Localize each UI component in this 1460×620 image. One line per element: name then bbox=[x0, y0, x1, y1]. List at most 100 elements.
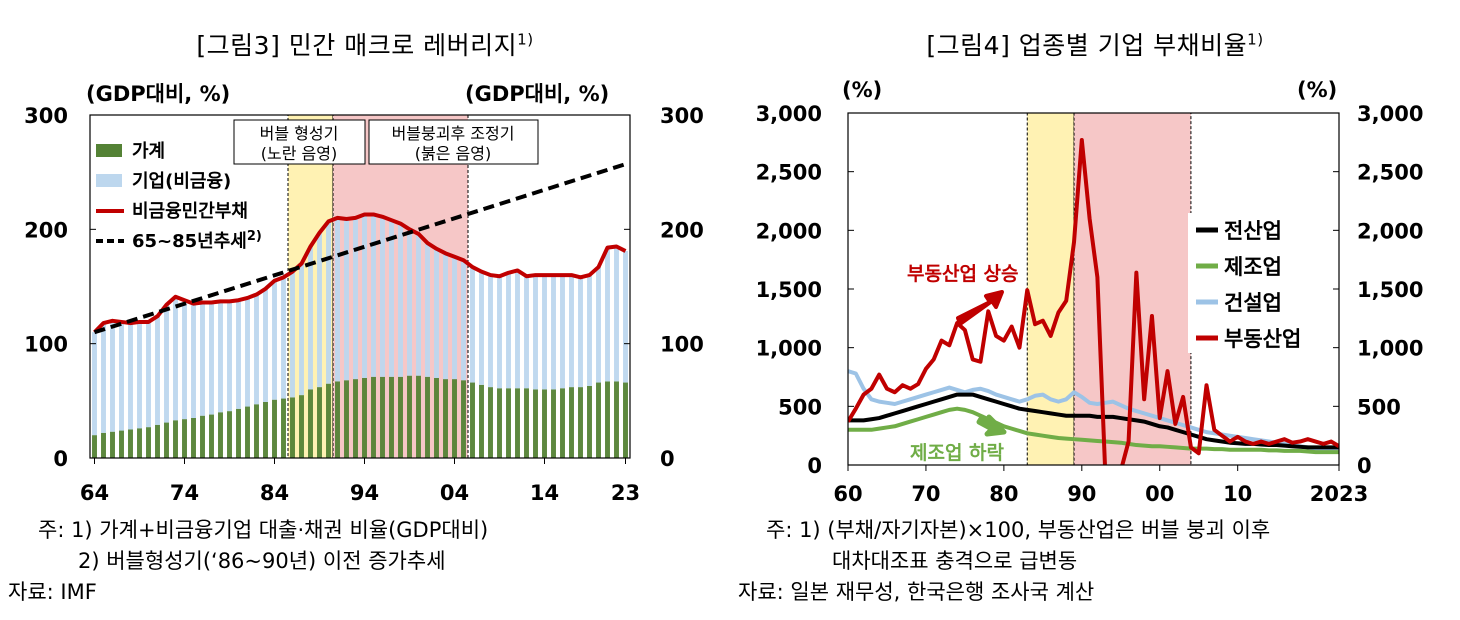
left-plot-frame bbox=[89, 114, 631, 459]
left-ytick-label: 0 bbox=[53, 447, 68, 471]
bubble-adjust-label-box bbox=[368, 119, 539, 165]
bar-household bbox=[308, 389, 313, 458]
bubble-form-label-box bbox=[233, 119, 366, 165]
bubble-form-label-2: (노란 음영) bbox=[261, 144, 337, 163]
right-ytick-label-right: 0 bbox=[1357, 454, 1372, 478]
right-ytick-label-right: 2,500 bbox=[1357, 161, 1423, 185]
bar-corporate bbox=[389, 220, 394, 377]
bar-household bbox=[407, 375, 412, 458]
bar-household bbox=[533, 389, 538, 458]
bar-household bbox=[389, 376, 394, 458]
bar-corporate bbox=[155, 316, 160, 425]
bar-corporate bbox=[281, 277, 286, 399]
left-xtick-label: 23 bbox=[611, 481, 640, 505]
legend-label-corporate: 기업(비금융) bbox=[132, 171, 231, 192]
bar-household bbox=[524, 388, 529, 458]
bar-corporate bbox=[524, 276, 529, 389]
annotation-mfg-fall: 제조업 하락 bbox=[910, 442, 1005, 464]
bar-household bbox=[434, 377, 439, 458]
bar-household bbox=[452, 379, 457, 458]
bar-household bbox=[155, 424, 160, 458]
right-ytick-label: 1,000 bbox=[756, 337, 822, 361]
bar-corporate bbox=[92, 332, 97, 436]
bar-household bbox=[569, 387, 574, 458]
bar-household bbox=[398, 376, 403, 458]
right-xtick-label: 2023 bbox=[1310, 482, 1368, 506]
bar-household bbox=[200, 415, 205, 458]
legend-label-construction: 건설업 bbox=[1224, 291, 1282, 315]
bar-corporate bbox=[443, 253, 448, 380]
bar-corporate bbox=[362, 214, 367, 378]
left-xtick-label: 84 bbox=[260, 481, 289, 505]
leverage-chart: 0 0 100 100 200 200 300 300 64 74 84 94 04 14 23 버블 형성… bbox=[24, 104, 704, 505]
bar-corporate bbox=[533, 275, 538, 390]
right-xtick-label: 10 bbox=[1223, 482, 1252, 506]
bar-household bbox=[353, 379, 358, 458]
bar-corporate bbox=[218, 301, 223, 413]
bar-corporate bbox=[191, 303, 196, 418]
right-ytick-label-right: 500 bbox=[1357, 395, 1401, 419]
right-legend-bg bbox=[1188, 213, 1278, 353]
bar-household bbox=[605, 381, 610, 458]
bar-household bbox=[92, 435, 97, 458]
left-note-1: 주: 1) 가계+비금융기업 대출·채권 비율(GDP대비) bbox=[38, 518, 489, 542]
bar-corporate bbox=[623, 251, 628, 383]
bar-corporate bbox=[353, 217, 358, 380]
line-trend bbox=[93, 162, 627, 335]
bar-corporate bbox=[407, 229, 412, 376]
legend-label-household: 가계 bbox=[132, 141, 165, 162]
right-ytick-label: 2,500 bbox=[756, 161, 822, 185]
right-source: 자료: 일본 재무성, 한국은행 조사국 계산 bbox=[738, 580, 1095, 604]
bar-corporate bbox=[452, 256, 457, 380]
bar-corporate bbox=[605, 247, 610, 382]
bar-household bbox=[515, 388, 520, 458]
right-ytick-label: 2,000 bbox=[756, 219, 822, 243]
left-ytick-label: 100 bbox=[24, 333, 68, 357]
right-ytick-label: 0 bbox=[807, 454, 822, 478]
bar-corporate bbox=[380, 216, 385, 377]
right-unit-label-right: (%) bbox=[1297, 78, 1338, 102]
bar-corporate bbox=[236, 300, 241, 409]
bar-corporate bbox=[119, 321, 124, 431]
right-ytick-label-right: 2,000 bbox=[1357, 219, 1423, 243]
legend-label-trend: 65~85년추세2) bbox=[132, 229, 262, 252]
right-ytick-label-right: 3,000 bbox=[1357, 102, 1423, 126]
legend-label-all: 전산업 bbox=[1224, 219, 1282, 243]
left-ytick-label: 300 bbox=[24, 104, 68, 128]
legend-label-realestate: 부동산업 bbox=[1224, 327, 1301, 351]
bar-corporate bbox=[245, 297, 250, 407]
line-manufacturing bbox=[848, 406, 1339, 455]
bar-household bbox=[254, 404, 259, 458]
bar-corporate bbox=[299, 263, 304, 396]
bar-household bbox=[317, 387, 322, 458]
bar-household bbox=[371, 376, 376, 458]
bubble-form-label-1: 버블 형성기 bbox=[260, 124, 339, 143]
bar-household bbox=[173, 420, 178, 458]
bar-corporate bbox=[344, 219, 349, 381]
bar-household bbox=[596, 382, 601, 458]
bar-corporate bbox=[614, 246, 619, 382]
left-lines-layer bbox=[93, 162, 627, 335]
bar-household bbox=[497, 388, 502, 458]
right-chart-panel: [그림4] 업종별 기업 부채비율1) (%) (%) 0 0 500 500 1,00… bbox=[730, 0, 1460, 620]
line-nonfin-private bbox=[93, 212, 627, 334]
bar-corporate bbox=[470, 267, 475, 383]
left-source: 자료: IMF bbox=[8, 580, 97, 604]
bar-household bbox=[542, 389, 547, 458]
right-ytick-label-right: 1,000 bbox=[1357, 337, 1423, 361]
right-xtick-label: 90 bbox=[1067, 482, 1096, 506]
right-ytick-label: 3,000 bbox=[756, 102, 822, 126]
bar-corporate bbox=[200, 302, 205, 416]
bar-corporate bbox=[398, 223, 403, 377]
bar-household bbox=[326, 383, 331, 458]
bar-corporate bbox=[326, 221, 331, 384]
bar-corporate bbox=[263, 288, 268, 402]
bar-corporate bbox=[173, 296, 178, 421]
bar-household bbox=[191, 417, 196, 458]
bar-corporate bbox=[587, 275, 592, 386]
left-ytick-label-right: 100 bbox=[660, 333, 704, 357]
bar-corporate bbox=[335, 217, 340, 382]
bar-corporate bbox=[479, 271, 484, 385]
bar-household bbox=[164, 422, 169, 458]
annotation-realestate-rise: 부동산업 상승 bbox=[907, 263, 1019, 285]
